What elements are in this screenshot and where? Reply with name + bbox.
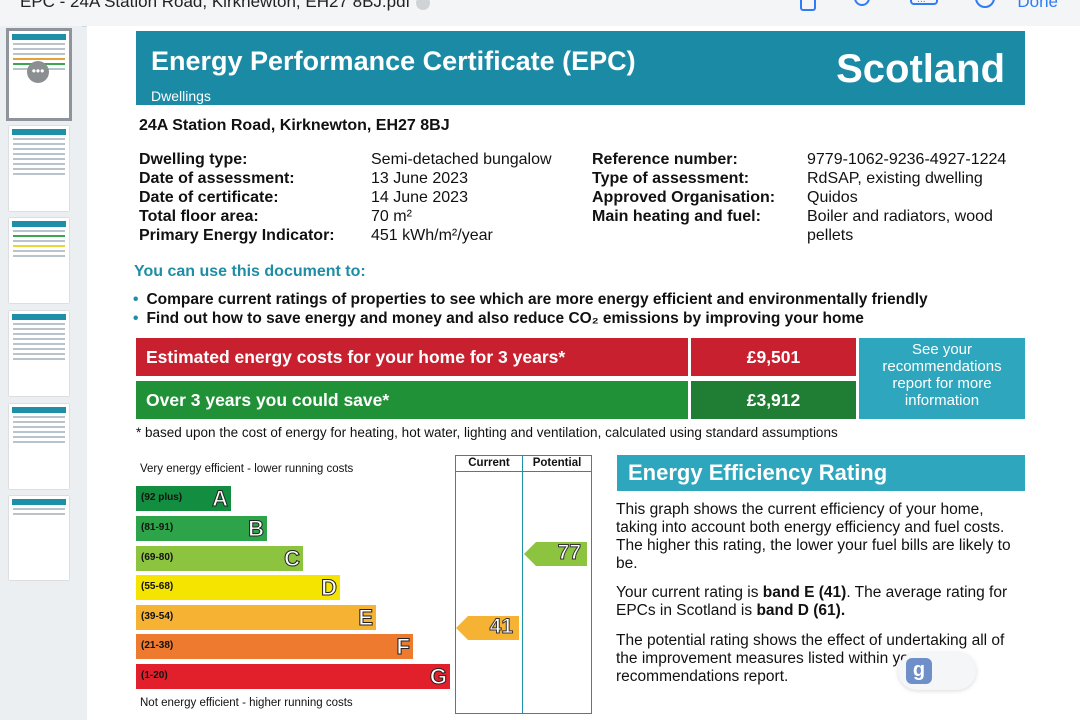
recommendations-text: See your recommendations report for more… <box>882 341 1002 409</box>
detail-value: Boiler and radiators, wood <box>807 208 993 225</box>
detail-value: 70 m² <box>371 208 412 225</box>
grammarly-icon: g <box>906 658 932 684</box>
band-a: (92 plus) A <box>136 486 231 512</box>
detail-label: Main heating and fuel: <box>592 208 761 225</box>
document-title: EPC - 24A Station Road, Kirknewton, EH27… <box>20 0 431 12</box>
more-options-icon[interactable]: ••• <box>27 61 49 83</box>
rating-paragraph-1: This graph shows the current efficiency … <box>616 501 1011 572</box>
band-b: (81-91) B <box>136 516 267 542</box>
detail-value: 14 June 2023 <box>371 189 468 206</box>
page-thumbnail-4[interactable] <box>9 311 69 396</box>
floating-assistant-button[interactable]: g <box>898 652 976 690</box>
done-button[interactable]: Done <box>1017 0 1058 11</box>
estimated-costs-label: Estimated energy costs for your home for… <box>146 347 566 367</box>
share-icon[interactable] <box>797 0 819 12</box>
recommendations-link-box[interactable]: See your recommendations report for more… <box>859 338 1025 419</box>
property-address: 24A Station Road, Kirknewton, EH27 8BJ <box>139 117 450 134</box>
detail-value: 451 kWh/m²/year <box>371 227 493 244</box>
detail-label: Reference number: <box>592 151 738 168</box>
energy-efficiency-rating-heading: Energy Efficiency Rating <box>617 455 1025 491</box>
detail-value: Quidos <box>807 189 858 206</box>
use-document-heading: You can use this document to: <box>134 263 366 280</box>
search-icon[interactable] <box>852 0 874 12</box>
band-d: (55-68) D <box>136 575 340 601</box>
detail-label: Total floor area: <box>139 208 259 225</box>
country-label: Scotland <box>836 47 1005 91</box>
savings-label: Over 3 years you could save* <box>146 390 390 410</box>
page-thumbnail-3[interactable] <box>9 218 69 303</box>
detail-label: Dwelling type: <box>139 151 248 168</box>
document-page: Energy Performance Certificate (EPC) Dwe… <box>87 26 1080 720</box>
current-header: Current <box>468 457 510 469</box>
potential-rating-arrow: 77 <box>524 542 587 566</box>
detail-value: pellets <box>807 227 854 244</box>
detail-value: 9779-1062-9236-4927-1224 <box>807 151 1007 168</box>
band-e: (39-54) E <box>136 605 376 631</box>
svg-text:...: ... <box>917 0 926 5</box>
page-thumbnails-sidebar: ••• <box>0 26 82 720</box>
page-thumbnail-5[interactable] <box>9 404 69 489</box>
bullet-item: • Compare current ratings of properties t… <box>133 291 928 308</box>
costs-footnote: * based upon the cost of energy for heat… <box>136 425 838 440</box>
savings-value: £3,912 <box>691 381 856 419</box>
potential-header: Potential <box>532 457 582 469</box>
detail-value: RdSAP, existing dwelling <box>807 170 983 187</box>
details-left-values: Semi-detached bungalow 13 June 2023 14 J… <box>371 150 552 245</box>
title-bar: EPC - 24A Station Road, Kirknewton, EH27… <box>0 0 1080 27</box>
band-f: (21-38) F <box>136 634 413 660</box>
page-thumbnail-2[interactable] <box>9 126 69 211</box>
current-column <box>455 455 523 714</box>
detail-label: Primary Energy Indicator: <box>139 227 335 244</box>
rating-paragraph-2: Your current rating is band E (41). The … <box>616 584 1008 619</box>
page-subtitle: Dwellings <box>151 88 211 104</box>
band-g: (1-20) G <box>136 664 450 690</box>
details-left: Dwelling type: Date of assessment: Date … <box>139 150 335 245</box>
markup-icon[interactable]: ... <box>910 0 938 12</box>
detail-label: Approved Organisation: <box>592 189 776 206</box>
bullet-item: • Find out how to save energy and money a… <box>133 310 864 327</box>
detail-value: 13 June 2023 <box>371 170 468 187</box>
account-icon[interactable] <box>974 0 996 12</box>
chevron-down-icon[interactable] <box>416 0 431 10</box>
chart-bottom-label: Not energy efficient - higher running co… <box>140 697 353 709</box>
epc-header-banner: Energy Performance Certificate (EPC) Dwe… <box>136 31 1025 105</box>
page-thumbnail-1[interactable]: ••• <box>6 28 72 121</box>
estimated-costs-value: £9,501 <box>691 338 856 376</box>
band-c: (69-80) C <box>136 546 303 572</box>
details-right: Reference number: Type of assessment: Ap… <box>592 150 775 226</box>
details-right-values: 9779-1062-9236-4927-1224 RdSAP, existing… <box>807 150 1006 245</box>
rating-paragraph-3: The potential rating shows the effect of… <box>616 632 1005 685</box>
detail-label: Date of assessment: <box>139 170 295 187</box>
savings-bar: Over 3 years you could save* <box>136 381 688 419</box>
chart-top-label: Very energy efficient - lower running co… <box>140 463 354 475</box>
detail-label: Date of certificate: <box>139 189 279 206</box>
detail-value: Semi-detached bungalow <box>371 151 552 168</box>
estimated-costs-bar: Estimated energy costs for your home for… <box>136 338 688 376</box>
potential-column <box>522 455 592 714</box>
page-title: Energy Performance Certificate (EPC) <box>151 46 636 76</box>
page-thumbnail-6[interactable] <box>9 496 69 580</box>
detail-label: Type of assessment: <box>592 170 750 187</box>
current-rating-arrow: 41 <box>456 616 519 640</box>
